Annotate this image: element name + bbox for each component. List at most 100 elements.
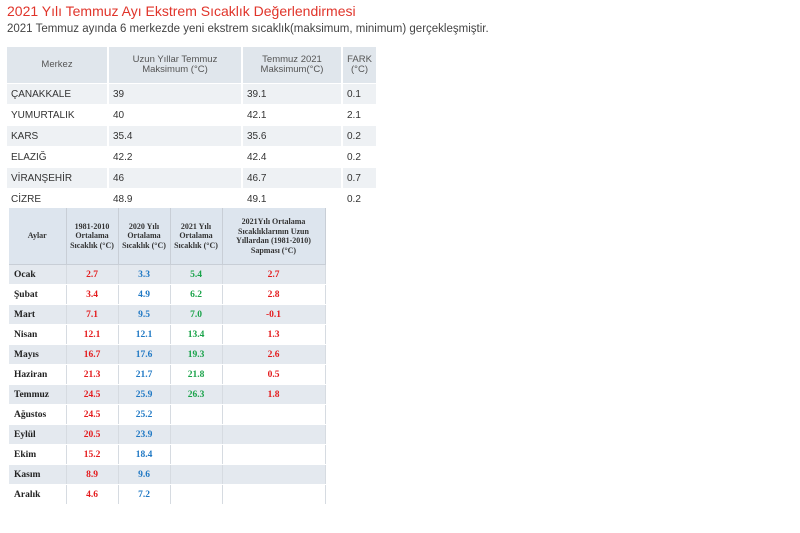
long-term-max-cell: 42.2 — [108, 146, 243, 168]
avg-2021-cell — [170, 404, 223, 425]
july-2021-max-cell: 42.1 — [242, 104, 343, 126]
avg-1981-2010-cell: 3.4 — [66, 284, 119, 305]
avg-2020-cell: 3.3 — [118, 264, 171, 285]
avg-2020-cell: 21.7 — [118, 364, 171, 385]
table-row: ELAZIĞ 42.2 42.4 0.2 — [7, 146, 378, 168]
avg-1981-2010-cell: 21.3 — [66, 364, 119, 385]
long-term-max-cell: 40 — [108, 104, 243, 126]
table-row: Aralık 4.6 7.2 — [9, 484, 326, 505]
table-row: Mart 7.1 9.5 7.0 -0.1 — [9, 304, 326, 325]
avg-2021-cell: 6.2 — [170, 284, 223, 305]
table-row: YUMURTALIK 40 42.1 2.1 — [7, 104, 378, 126]
fark-cell: 0.7 — [342, 167, 378, 189]
month-cell: Temmuz — [9, 384, 67, 405]
month-cell: Şubat — [9, 284, 67, 305]
long-term-max-cell: 35.4 — [108, 125, 243, 147]
july-2021-max-cell: 46.7 — [242, 167, 343, 189]
avg-2021-cell: 5.4 — [170, 264, 223, 285]
long-term-max-cell: 39 — [108, 83, 243, 105]
deviation-cell: 2.6 — [222, 344, 326, 365]
avg-2021-cell: 7.0 — [170, 304, 223, 325]
fark-cell: 0.2 — [342, 188, 378, 209]
merkez-cell: VİRANŞEHİR — [7, 167, 109, 189]
month-cell: Kasım — [9, 464, 67, 485]
deviation-cell: 1.8 — [222, 384, 326, 405]
month-cell: Ağustos — [9, 404, 67, 425]
avg-2021-cell — [170, 464, 223, 485]
avg-2021-cell — [170, 424, 223, 445]
avg-1981-2010-cell: 20.5 — [66, 424, 119, 445]
avg-1981-2010-cell: 15.2 — [66, 444, 119, 465]
table-header-row: Aylar 1981-2010 Ortalama Sıcaklık (°C) 2… — [9, 208, 326, 265]
table-row: CİZRE 48.9 49.1 0.2 — [7, 188, 378, 209]
table-row: Nisan 12.1 12.1 13.4 1.3 — [9, 324, 326, 345]
header-july-2021-max: Temmuz 2021 Maksimum(°C) — [242, 47, 343, 84]
fark-cell: 0.1 — [342, 83, 378, 105]
avg-2021-cell: 21.8 — [170, 364, 223, 385]
month-cell: Mayıs — [9, 344, 67, 365]
avg-1981-2010-cell: 4.6 — [66, 484, 119, 505]
fark-cell: 2.1 — [342, 104, 378, 126]
avg-2020-cell: 4.9 — [118, 284, 171, 305]
avg-2020-cell: 7.2 — [118, 484, 171, 505]
table-row: VİRANŞEHİR 46 46.7 0.7 — [7, 167, 378, 189]
merkez-cell: ELAZIĞ — [7, 146, 109, 168]
merkez-cell: CİZRE — [7, 188, 109, 209]
month-cell: Ocak — [9, 264, 67, 285]
avg-1981-2010-cell: 2.7 — [66, 264, 119, 285]
avg-2020-cell: 25.9 — [118, 384, 171, 405]
month-cell: Aralık — [9, 484, 67, 505]
deviation-cell: 2.7 — [222, 264, 326, 285]
header-2020-avg: 2020 Yılı Ortalama Sıcaklık (°C) — [118, 208, 171, 265]
deviation-cell: 0.5 — [222, 364, 326, 385]
deviation-cell — [222, 484, 326, 505]
avg-1981-2010-cell: 24.5 — [66, 384, 119, 405]
month-cell: Eylül — [9, 424, 67, 445]
table-row: Temmuz 24.5 25.9 26.3 1.8 — [9, 384, 326, 405]
table-row: ÇANAKKALE 39 39.1 0.1 — [7, 83, 378, 105]
avg-1981-2010-cell: 12.1 — [66, 324, 119, 345]
deviation-cell: 1.3 — [222, 324, 326, 345]
header-fark: FARK (°C) — [342, 47, 378, 84]
table-row: Ocak 2.7 3.3 5.4 2.7 — [9, 264, 326, 285]
month-cell: Mart — [9, 304, 67, 325]
header-aylar: Aylar — [9, 208, 67, 265]
avg-1981-2010-cell: 24.5 — [66, 404, 119, 425]
page-subtitle: 2021 Temmuz ayında 6 merkezde yeni ekstr… — [7, 23, 489, 35]
avg-1981-2010-cell: 16.7 — [66, 344, 119, 365]
merkez-cell: ÇANAKKALE — [7, 83, 109, 105]
table-row: Mayıs 16.7 17.6 19.3 2.6 — [9, 344, 326, 365]
fark-cell: 0.2 — [342, 125, 378, 147]
month-cell: Nisan — [9, 324, 67, 345]
header-2021-deviation: 2021Yılı Ortalama Sıcaklıklarının Uzun Y… — [222, 208, 326, 265]
table-row: Eylül 20.5 23.9 — [9, 424, 326, 445]
table-row: Haziran 21.3 21.7 21.8 0.5 — [9, 364, 326, 385]
avg-2020-cell: 17.6 — [118, 344, 171, 365]
table-row: KARS 35.4 35.6 0.2 — [7, 125, 378, 147]
july-2021-max-cell: 42.4 — [242, 146, 343, 168]
july-2021-max-cell: 49.1 — [242, 188, 343, 209]
month-cell: Haziran — [9, 364, 67, 385]
fark-cell: 0.2 — [342, 146, 378, 168]
avg-2021-cell: 26.3 — [170, 384, 223, 405]
merkez-cell: YUMURTALIK — [7, 104, 109, 126]
table-row: Şubat 3.4 4.9 6.2 2.8 — [9, 284, 326, 305]
avg-2021-cell — [170, 444, 223, 465]
deviation-cell — [222, 404, 326, 425]
deviation-cell — [222, 464, 326, 485]
table-row: Kasım 8.9 9.6 — [9, 464, 326, 485]
long-term-max-cell: 48.9 — [108, 188, 243, 209]
header-long-term-max: Uzun Yıllar Temmuz Maksimum (°C) — [108, 47, 243, 84]
avg-2020-cell: 12.1 — [118, 324, 171, 345]
header-2021-avg: 2021 Yılı Ortalama Sıcaklık (°C) — [170, 208, 223, 265]
header-1981-2010-avg: 1981-2010 Ortalama Sıcaklık (°C) — [66, 208, 119, 265]
deviation-cell — [222, 444, 326, 465]
avg-2020-cell: 9.5 — [118, 304, 171, 325]
monthly-temperature-table: Aylar 1981-2010 Ortalama Sıcaklık (°C) 2… — [9, 208, 326, 505]
header-merkez: Merkez — [7, 47, 109, 84]
table-header-row: Merkez Uzun Yıllar Temmuz Maksimum (°C) … — [7, 47, 378, 84]
table-row: Ekim 15.2 18.4 — [9, 444, 326, 465]
long-term-max-cell: 46 — [108, 167, 243, 189]
avg-1981-2010-cell: 7.1 — [66, 304, 119, 325]
avg-2020-cell: 23.9 — [118, 424, 171, 445]
